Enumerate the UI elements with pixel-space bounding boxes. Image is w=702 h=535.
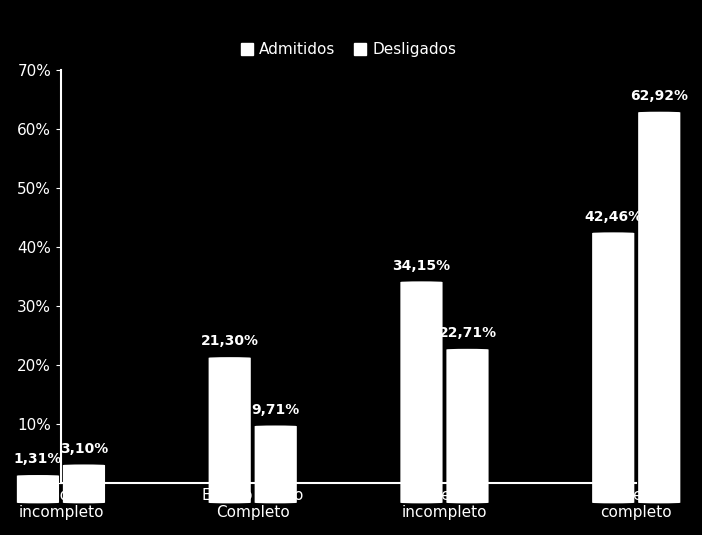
- Text: 1,31%: 1,31%: [14, 452, 62, 466]
- Text: 42,46%: 42,46%: [584, 210, 642, 224]
- FancyBboxPatch shape: [446, 349, 489, 503]
- FancyBboxPatch shape: [592, 232, 635, 503]
- FancyBboxPatch shape: [17, 475, 59, 503]
- FancyBboxPatch shape: [255, 425, 297, 503]
- Text: 22,71%: 22,71%: [439, 326, 496, 340]
- FancyBboxPatch shape: [63, 464, 105, 503]
- FancyBboxPatch shape: [400, 281, 442, 503]
- FancyBboxPatch shape: [638, 112, 680, 503]
- Legend: Admitidos, Desligados: Admitidos, Desligados: [234, 36, 463, 64]
- Text: 34,15%: 34,15%: [392, 258, 451, 272]
- Text: 21,30%: 21,30%: [201, 334, 259, 348]
- Text: 62,92%: 62,92%: [630, 89, 688, 103]
- FancyBboxPatch shape: [208, 357, 251, 503]
- Text: 3,10%: 3,10%: [60, 441, 108, 456]
- Text: 9,71%: 9,71%: [251, 403, 300, 417]
